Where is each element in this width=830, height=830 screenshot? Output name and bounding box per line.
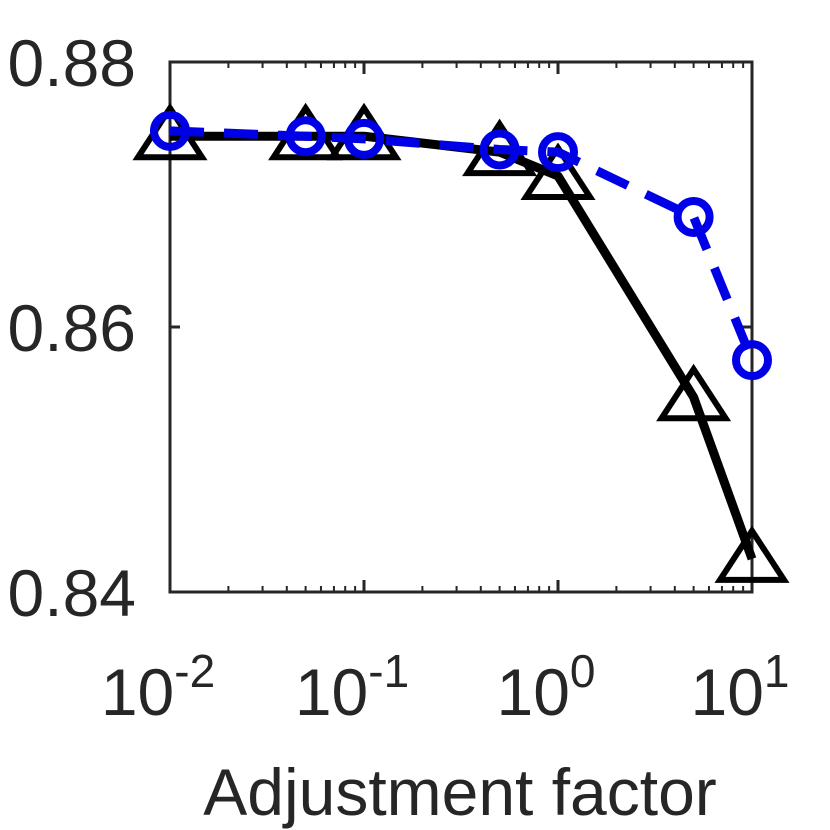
series-layer	[132, 102, 790, 583]
y-tick-label: 0.84	[8, 556, 136, 630]
triangle-marker	[656, 363, 732, 422]
x-tick-label: 10-2	[101, 645, 215, 729]
x-tick-label: 101	[690, 645, 789, 729]
plot-area	[168, 60, 754, 594]
circle-marker	[673, 197, 714, 238]
y-axis: 0.84 0.86 0.88	[8, 26, 752, 630]
x-axis: 10-2 10-1 100 101	[101, 62, 790, 729]
y-tick-label: 0.88	[8, 26, 136, 100]
circle-marker	[285, 116, 326, 157]
x-tick-exponent: -2	[174, 645, 215, 697]
plot-frame	[168, 60, 754, 594]
triangle-marker	[520, 142, 596, 200]
circle-marker	[150, 110, 190, 151]
x-tick-base: 10	[101, 655, 174, 729]
x-tick-base: 10	[295, 655, 368, 729]
circle-marker	[732, 340, 772, 381]
x-tick-label: 100	[496, 645, 595, 729]
x-tick-base: 10	[690, 655, 763, 729]
circle-marker	[479, 129, 520, 170]
circle-marker	[538, 132, 578, 173]
series-2	[150, 110, 772, 381]
x-axis-label: Adjustment factor	[203, 755, 717, 829]
x-tick-exponent: -1	[368, 645, 409, 697]
x-tick-exponent: 0	[570, 645, 596, 697]
x-tick-base: 10	[496, 655, 569, 729]
series-line	[169, 126, 757, 362]
x-tick-label: 10-1	[295, 645, 409, 729]
circle-marker	[344, 118, 384, 159]
x-tick-exponent: 1	[764, 645, 790, 697]
triangle-marker	[714, 525, 790, 583]
y-tick-label: 0.86	[8, 291, 136, 365]
